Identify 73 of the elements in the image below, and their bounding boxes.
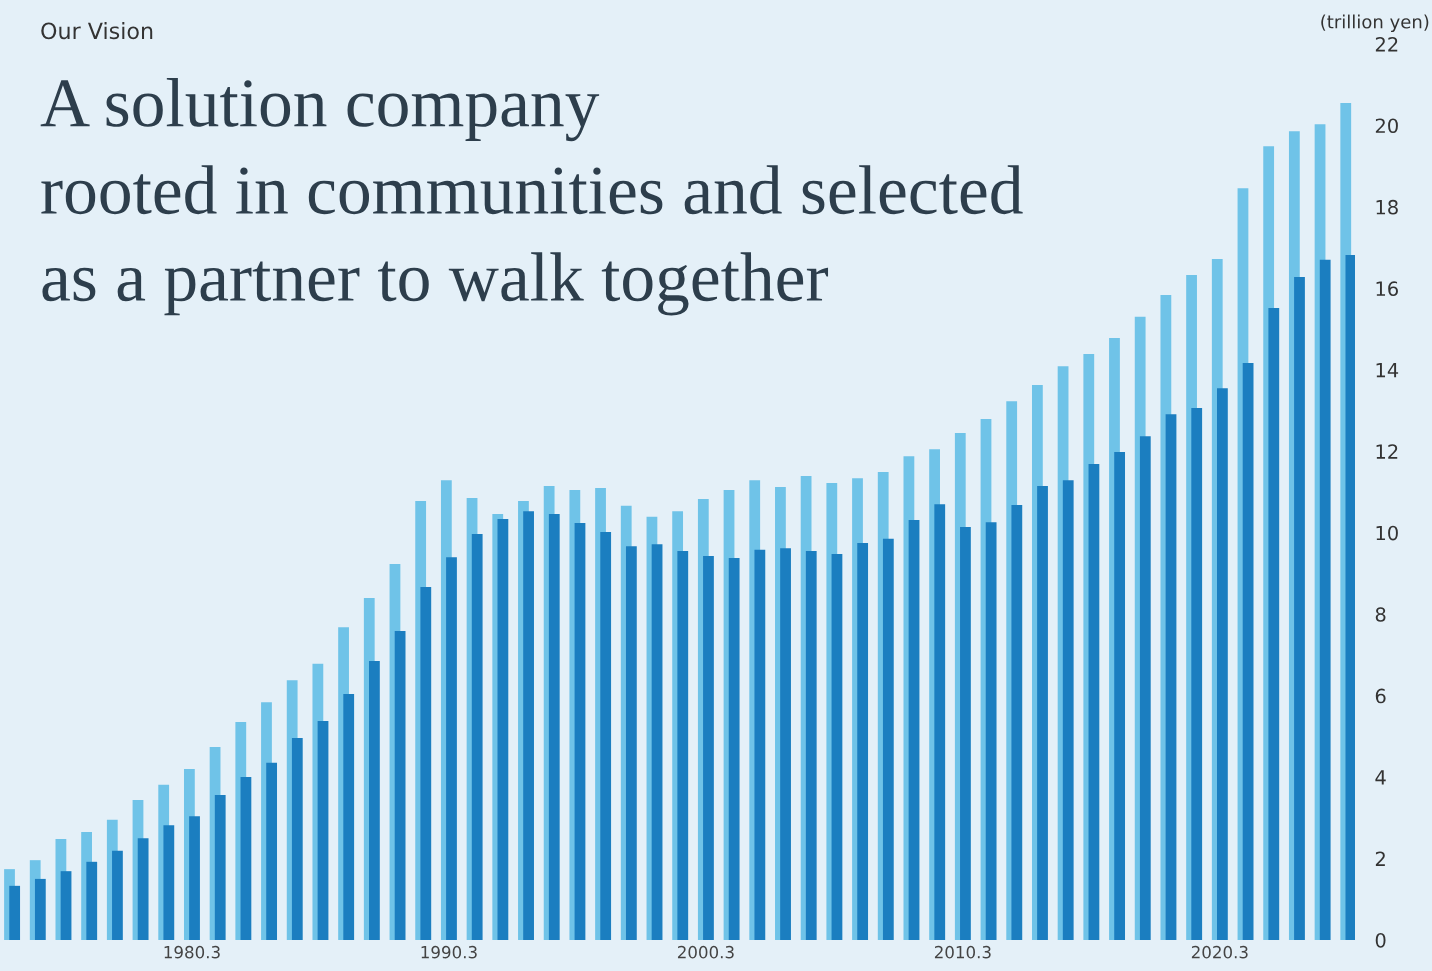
- bar: [420, 586, 432, 940]
- x-tick-label: 2000.3: [677, 945, 734, 959]
- bar: [1242, 362, 1254, 940]
- bar: [882, 538, 894, 940]
- x-tick-label: 2010.3: [934, 945, 991, 959]
- y-tick-label: 2: [1375, 851, 1385, 866]
- bar: [1319, 259, 1331, 940]
- bar: [369, 661, 380, 940]
- bar: [548, 513, 560, 940]
- bar: [1037, 485, 1048, 940]
- bar: [189, 816, 200, 940]
- x-tick-label: 1980.3: [164, 945, 220, 959]
- bar: [394, 630, 406, 940]
- bar: [1139, 436, 1151, 940]
- bar: [137, 838, 149, 940]
- y-tick-label: 20: [1375, 118, 1398, 134]
- bar: [625, 546, 637, 940]
- bar: [677, 551, 689, 940]
- bar: [857, 542, 869, 940]
- bar: [86, 861, 98, 940]
- bar: [600, 531, 612, 940]
- bar: [214, 795, 226, 940]
- y-axis-title: (trillion yen): [1321, 14, 1429, 33]
- bar: [497, 518, 509, 940]
- y-tick-label: 14: [1376, 363, 1399, 378]
- bar: [471, 533, 483, 940]
- bar: [805, 551, 817, 940]
- y-tick-label: 0: [1375, 932, 1386, 948]
- bar: [1345, 254, 1355, 940]
- bar: [651, 544, 663, 940]
- bar: [291, 737, 303, 940]
- bar: [574, 522, 586, 940]
- y-tick-label: 22: [1375, 36, 1398, 52]
- bar: [317, 720, 329, 940]
- x-tick-label: 2020.3: [1191, 945, 1248, 959]
- bar: [240, 777, 252, 940]
- y-tick-label: 8: [1375, 607, 1386, 622]
- bar: [703, 555, 714, 940]
- bar: [1294, 276, 1305, 940]
- bar: [1217, 388, 1228, 940]
- bar: [1268, 307, 1280, 940]
- bar: [985, 522, 997, 940]
- y-tick-label: 12: [1376, 444, 1398, 459]
- bar: [163, 825, 175, 940]
- bar: [780, 548, 791, 940]
- bar: [9, 885, 21, 940]
- bar: [34, 878, 46, 940]
- y-tick-label: 16: [1376, 281, 1398, 297]
- bar: [1062, 480, 1074, 940]
- bar: [1011, 505, 1023, 940]
- bar: [446, 557, 457, 940]
- bar: [266, 762, 278, 940]
- y-tick-label: 10: [1376, 525, 1398, 541]
- bar: [112, 850, 123, 940]
- bar: [831, 553, 843, 940]
- bar: [908, 520, 920, 940]
- chart-title: Our Vision: [41, 22, 153, 40]
- y-tick-label: 4: [1375, 770, 1386, 785]
- y-tick-label: 18: [1376, 199, 1398, 215]
- bar: [1114, 452, 1126, 940]
- bar: [1191, 408, 1203, 940]
- bar: [960, 527, 971, 940]
- bar: [934, 504, 946, 940]
- x-tick-label: 1990.3: [421, 945, 477, 959]
- bar: [343, 694, 355, 940]
- bar: [1088, 463, 1100, 940]
- text: A solution company rooted in communities and selected as a partner to walk together: [40, 78, 1023, 316]
- bar: [728, 557, 740, 940]
- bar: [1165, 414, 1177, 940]
- bar: [754, 549, 766, 940]
- bar: [60, 871, 72, 940]
- bar: [523, 511, 534, 940]
- y-tick-label: 6: [1375, 688, 1386, 704]
